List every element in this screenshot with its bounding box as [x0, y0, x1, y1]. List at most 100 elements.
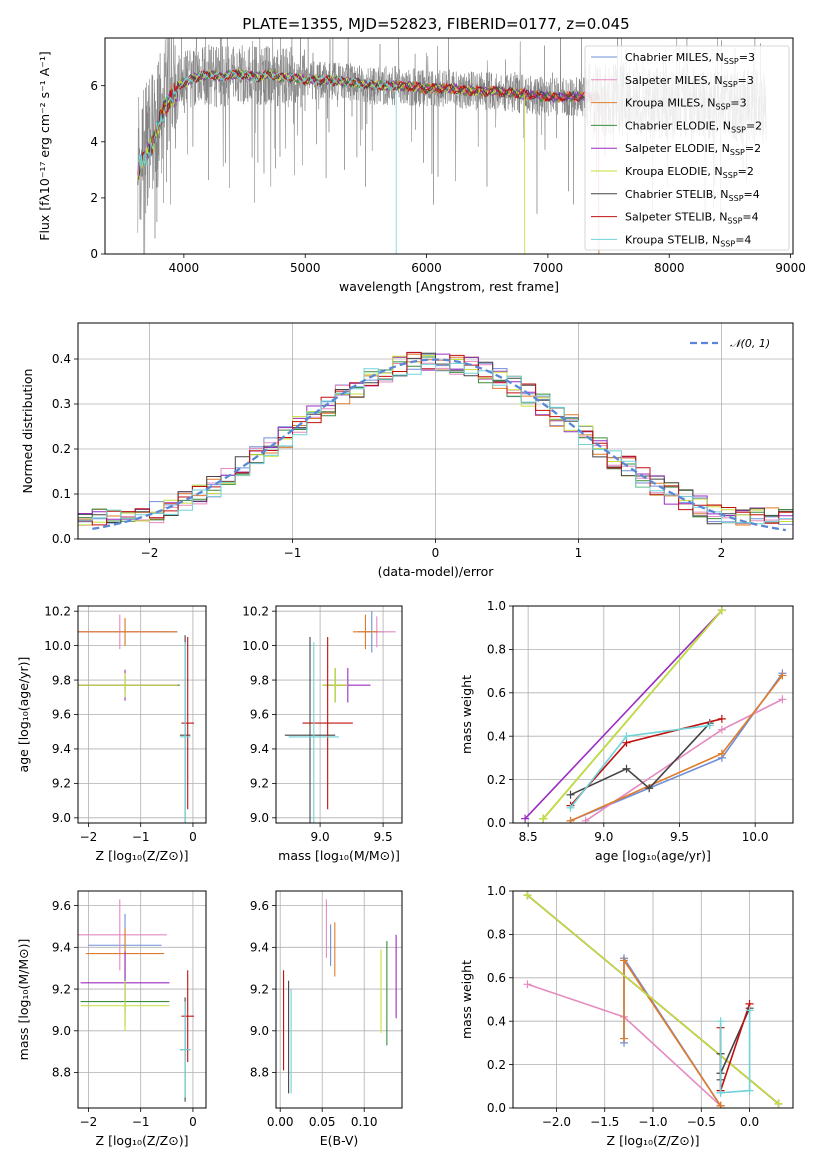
grid-mass_vs_ebv	[276, 891, 402, 1108]
ytick-label: 9.0	[52, 1024, 71, 1038]
axes-frame	[512, 605, 794, 824]
ytick-label: 8.8	[52, 1066, 71, 1080]
xtick-label: 9.0	[594, 830, 613, 844]
xtick-label: −2	[141, 546, 159, 560]
axes-frame	[104, 37, 794, 255]
ytick-label: 0.2	[487, 773, 506, 787]
grid-age_vs_Z	[78, 606, 206, 823]
ytick-label: 0.6	[487, 686, 506, 700]
xtick-label: −1	[132, 1115, 150, 1129]
legend-label-kroupa_elodie: Kroupa ELODIE, NSSP=2	[625, 165, 754, 180]
legend-box	[584, 45, 790, 251]
data-spectrum	[137, 38, 767, 254]
xtick-label: −2	[80, 1115, 98, 1129]
legend-label-chabrier_elodie: Chabrier ELODIE, NSSP=2	[625, 119, 762, 134]
weight-marker-kroupa_miles	[716, 1101, 725, 1108]
legend-label-chabrier_miles: Chabrier MILES, NSSP=3	[625, 51, 755, 66]
axes-mass_vs_ebv: 0.00 0.05 0.10 8.8 9.0 9.2 9.4 9.6 E(B-V)	[250, 890, 403, 1148]
model-line-kroupa_stelib	[137, 69, 397, 254]
axes-mass_vs_Z: −2 −1 0 8.8 9.0 9.2 9.4 9.6 Z [log₁₀(Z/Z⊙)] mass …	[16, 890, 207, 1148]
xtick-label: 0.0	[740, 1115, 759, 1129]
ytick-label: 1.0	[487, 884, 506, 898]
frame-spectrum: 4000 5000 6000 7000 8000 9000 0 2 4 6 wavelength […	[37, 37, 806, 294]
ytick-label: 0.4	[487, 1014, 506, 1028]
x-axis-label: age [log₁₀(age/yr)]	[595, 848, 711, 863]
data-massweight_vs_age	[521, 606, 787, 823]
x-axis-label: wavelength [Angstrom, rest frame]	[339, 279, 559, 294]
frame-age_vs_Z: −2 −1 0 9.0 9.2 9.4 9.6 9.8 10.0 10.2 Z [log₁₀(Z/Z…	[16, 604, 207, 863]
xtick-label: −1.5	[590, 1115, 619, 1129]
frame-residuals: −2 −1 0 1 2 0.0 0.1 0.2 0.3 0.4 (data-model)/error…	[20, 322, 794, 579]
xtick-label: 2	[718, 546, 726, 560]
weight-line-kroupa_miles	[623, 957, 722, 1107]
weight-marker-kroupa_miles	[778, 671, 787, 680]
weight-line-kroupa_stelib	[719, 1010, 751, 1094]
xtick-label: 0	[189, 830, 197, 844]
ytick-label: 0.2	[487, 1058, 506, 1072]
axes-frame	[275, 890, 403, 1109]
weight-line-kroupa_stelib	[569, 724, 710, 809]
weight-marker-salpeter_elodie	[521, 814, 530, 823]
ytick-label: 10.2	[44, 604, 71, 618]
x-axis-label: mass [log₁₀(M/M⊙)]	[278, 848, 400, 863]
y-axis-label: mass weight	[459, 960, 474, 1039]
axes-age_vs_mass: 9.0 9.5 9.0 9.2 9.4 9.6 9.8 10.0 10.2 mass [log₁₀…	[242, 604, 403, 863]
ytick-label: 0.8	[487, 643, 506, 657]
ytick-label: 9.6	[52, 708, 71, 722]
ytick-label: 2	[90, 191, 98, 205]
weight-marker-kroupa_stelib	[745, 1086, 754, 1095]
errorbar-kroupa_stelib	[288, 642, 339, 823]
axes-frame	[512, 890, 794, 1109]
x-axis-label: Z [log₁₀(Z/Z⊙)]	[607, 1133, 700, 1148]
xtick-label: 0	[432, 546, 440, 560]
errorbar-kroupa_miles	[78, 618, 178, 646]
spectrum-legend: Chabrier MILES, NSSP=3 Salpeter MILES, NS…	[584, 45, 790, 251]
weight-marker-kroupa_miles	[717, 749, 726, 758]
xtick-label: −0.5	[687, 1115, 716, 1129]
weight-marker-kroupa_miles	[566, 816, 575, 823]
legend-label-salpeter_miles: Salpeter MILES, NSSP=3	[625, 74, 754, 89]
weight-line-kroupa_elodie	[526, 894, 780, 1105]
weight-marker-kroupa_elodie	[523, 891, 532, 900]
gaussian-curve	[92, 358, 786, 532]
weight-marker-chabrier_stelib	[622, 764, 631, 773]
y-axis-label: mass [log₁₀(M/M⊙)]	[16, 939, 31, 1061]
xtick-label: 7000	[533, 261, 564, 275]
ytick-label: 9.6	[250, 708, 269, 722]
ytick-label: 6	[90, 79, 98, 93]
data-age_vs_Z	[78, 614, 194, 823]
frame-massweight_vs_Z: −2.0 −1.5 −1.0 −0.5 0.0 0.0 0.2 0.4 0.6 0.8 1.0 Z […	[459, 884, 794, 1148]
weight-line-salpeter_stelib	[569, 718, 723, 807]
weight-marker-kroupa_elodie	[539, 814, 548, 823]
weight-marker-salpeter_stelib	[717, 714, 726, 723]
errorbar-chabrier_stelib	[284, 637, 336, 823]
x-axis-label: E(B-V)	[320, 1133, 359, 1148]
xtick-label: −1.0	[638, 1115, 667, 1129]
xtick-label: 9000	[775, 261, 806, 275]
ytick-label: 4	[90, 135, 98, 149]
errorbar-salpeter_stelib	[181, 970, 194, 1063]
weight-line-kroupa_elodie	[542, 609, 723, 820]
weight-line-salpeter_stelib	[719, 1003, 751, 1091]
ytick-label: 0.3	[52, 397, 71, 411]
errorbar-salpeter_miles	[78, 899, 167, 971]
ytick-label: 0	[90, 247, 98, 261]
model-line-chabrier_stelib	[137, 68, 599, 186]
frame-mass_vs_ebv: 0.00 0.05 0.10 8.8 9.0 9.2 9.4 9.6 E(B-V)	[250, 890, 403, 1148]
weight-marker-chabrier_stelib	[566, 790, 575, 799]
weight-marker-kroupa_miles	[620, 956, 629, 965]
weight-marker-salpeter_miles	[581, 816, 590, 823]
legend-label-salpeter_stelib: Salpeter STELIB, NSSP=4	[625, 211, 759, 226]
axes-spectrum: 4000 5000 6000 7000 8000 9000 0 2 4 6 wavelength […	[37, 37, 806, 294]
xtick-label: −2.0	[542, 1115, 571, 1129]
weight-marker-kroupa_elodie	[774, 1099, 783, 1108]
x-axis-label: (data-model)/error	[378, 564, 495, 579]
ytick-label: 0.4	[487, 729, 506, 743]
ytick-label: 9.2	[52, 777, 71, 791]
errorbar-kroupa_stelib	[179, 642, 191, 823]
legend-label-kroupa_stelib: Kroupa STELIB, NSSP=4	[625, 233, 751, 248]
xtick-label: 0	[189, 1115, 197, 1129]
errorbar-kroupa_elodie	[78, 673, 178, 698]
weight-line-chabrier_miles	[570, 672, 784, 822]
x-axis-label: Z [log₁₀(Z/Z⊙)]	[96, 1133, 189, 1148]
